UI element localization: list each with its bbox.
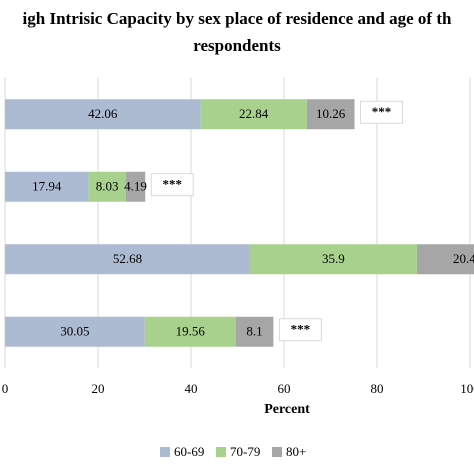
bar-segment	[5, 99, 201, 130]
data-label: 22.84	[239, 106, 269, 121]
bar-segment	[416, 244, 474, 275]
data-label: 8.1	[246, 324, 262, 339]
data-label: 35.9	[322, 251, 345, 266]
annotation: ***	[162, 177, 182, 192]
legend-swatch	[160, 447, 170, 457]
annotation: ***	[291, 322, 311, 337]
annotation-box	[359, 100, 403, 124]
x-axis-title: Percent	[264, 402, 310, 417]
data-label: 19.56	[176, 324, 206, 339]
data-label: 4.19	[124, 179, 147, 194]
legend-label: 60-69	[174, 444, 204, 459]
bar-segment	[235, 316, 274, 347]
legend-swatch	[272, 447, 282, 457]
data-label: 8.03	[96, 179, 119, 194]
bar-segment	[5, 244, 250, 275]
x-tick-label: 40	[185, 381, 198, 396]
bar-segment	[5, 316, 145, 347]
annotation: ***	[372, 104, 392, 119]
bar-segment	[144, 316, 236, 347]
bar-segment	[88, 171, 126, 202]
bar-segment	[306, 99, 355, 130]
x-tick-label: 100	[460, 381, 474, 396]
data-label: 30.05	[60, 324, 89, 339]
x-tick-label: 80	[371, 381, 384, 396]
legend-swatch	[216, 447, 226, 457]
x-tick-label: 0	[2, 381, 9, 396]
data-label: 10.26	[316, 106, 346, 121]
bar-segment	[5, 171, 89, 202]
bar-segment	[125, 171, 146, 202]
chart-title: respondents	[193, 36, 281, 55]
annotation-box	[278, 318, 322, 342]
data-label: 20.4	[453, 251, 474, 266]
x-tick-label: 60	[278, 381, 291, 396]
data-label: 52.68	[113, 251, 142, 266]
data-label: 17.94	[32, 179, 62, 194]
bar-segment	[249, 244, 417, 275]
x-tick-label: 20	[92, 381, 105, 396]
legend-label: 70-79	[230, 444, 260, 459]
bar-segment	[200, 99, 307, 130]
legend-label: 80+	[286, 444, 306, 459]
annotation-box	[150, 173, 194, 197]
chart-title: igh Intrisic Capacity by sex place of re…	[23, 9, 452, 28]
data-label: 42.06	[88, 106, 118, 121]
